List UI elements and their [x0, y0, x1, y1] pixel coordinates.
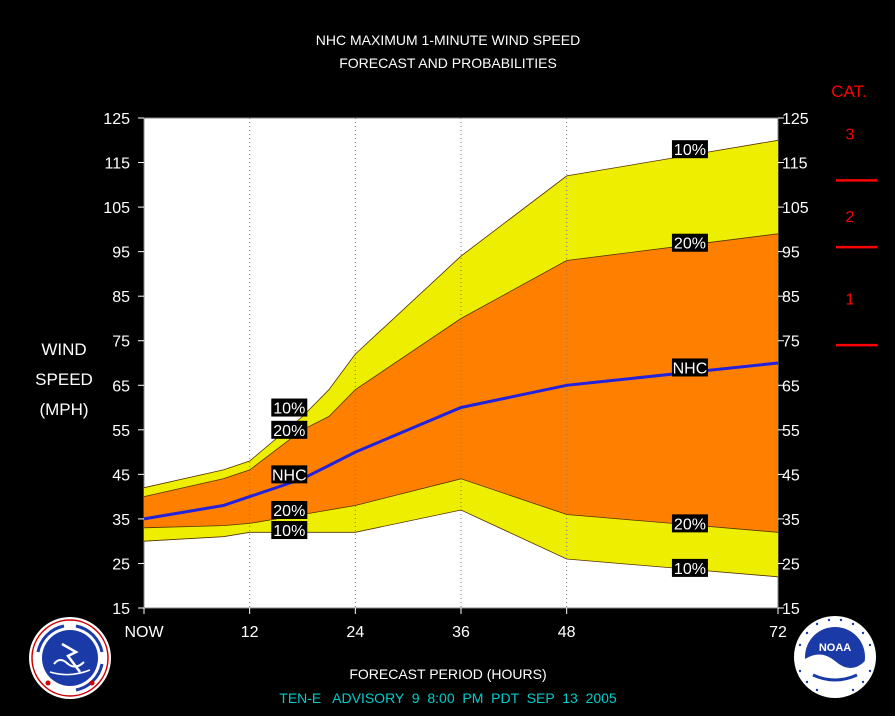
band-20-percent [144, 233, 778, 533]
y-tick-label: 125 [782, 111, 809, 128]
annotation-text: 20% [674, 236, 706, 253]
advisory-text: TEN-E ADVISORY 9 8:00 PM PDT SEP 13 2005 [279, 690, 617, 706]
y-tick-label: 75 [112, 334, 130, 351]
x-axis-label: FORECAST PERIOD (HOURS) [349, 666, 546, 682]
y-tick-label: 45 [112, 467, 130, 484]
annotation-text: 10% [273, 401, 305, 418]
y-tick-label: 15 [782, 601, 800, 618]
annotation-text: 10% [273, 523, 305, 540]
annotation-label: NHC [271, 465, 308, 484]
annotation-text: NHC [673, 360, 708, 377]
lightning-icon [61, 642, 81, 673]
category-header: CAT. [831, 82, 867, 101]
y-tick-label: 45 [782, 467, 800, 484]
band-edge-line [143, 478, 779, 533]
y-tick-label: 105 [103, 200, 130, 217]
y-tick-label: 115 [782, 156, 808, 173]
annotation-label: NHC [671, 358, 708, 377]
y-tick-label: 85 [112, 289, 130, 306]
ylabel-line3: (MPH) [39, 400, 88, 419]
grid-lines [249, 118, 568, 608]
y-tick-label: 55 [782, 423, 800, 440]
x-tick-label: 12 [241, 624, 259, 641]
x-axis: NOW 12 24 36 48 72 [124, 608, 787, 641]
category-label: 1 [846, 291, 855, 308]
band-edge-line [143, 509, 779, 578]
y-tick-label: 65 [782, 378, 800, 395]
nws-logo [29, 617, 111, 699]
noaa-logo-text: NOAA [819, 642, 851, 654]
y-axis-left: 15 25 35 45 55 65 75 85 95 105 115 125 [103, 111, 144, 618]
annotation-label: 10% [271, 521, 308, 540]
band-edge-line [143, 139, 779, 489]
annotation-text: 20% [273, 423, 305, 440]
chart-title-line1: NHC MAXIMUM 1-MINUTE WIND SPEED [316, 32, 580, 48]
y-axis-right: 15 25 35 45 55 65 75 85 95 105 115 125 [778, 111, 809, 618]
x-tick-label: 36 [452, 624, 470, 641]
annotation-text: 10% [674, 142, 706, 159]
x-tick-label: 24 [346, 624, 364, 641]
noaa-logo: NOAA [794, 616, 876, 698]
y-tick-label: 125 [103, 111, 130, 128]
annotation-label: 20% [671, 514, 708, 533]
annotation-label: 20% [271, 501, 308, 520]
y-axis-label: WIND SPEED (MPH) [35, 340, 93, 419]
y-tick-label: 95 [782, 245, 800, 262]
annotation-label: 10% [671, 558, 708, 578]
saffir-simpson-categories: 3 2 1 [836, 127, 877, 347]
annotation-label: 10% [271, 398, 308, 418]
annotation-label: 20% [671, 233, 708, 253]
nhc-forecast-line [143, 361, 779, 521]
y-tick-label: 35 [782, 512, 800, 529]
y-tick-label: 75 [782, 334, 800, 351]
y-tick-label: 95 [112, 245, 130, 262]
band-edge-line [143, 233, 779, 497]
annotation-text: 10% [674, 561, 706, 578]
y-tick-label: 65 [112, 378, 130, 395]
ylabel-line2: SPEED [35, 370, 93, 389]
chart-title-line2: FORECAST AND PROBABILITIES [339, 55, 557, 71]
annotation-text: NHC [272, 467, 307, 484]
noaa-bird-icon [805, 654, 865, 697]
y-tick-label: 35 [112, 512, 130, 529]
band-edges [143, 139, 779, 578]
ylabel-line1: WIND [41, 340, 86, 359]
annotation-label: 10% [671, 140, 708, 159]
y-tick-label: 115 [104, 156, 130, 173]
x-tick-label: 72 [769, 624, 787, 641]
annotation-text: 20% [674, 516, 706, 533]
y-tick-label: 25 [112, 556, 130, 573]
y-tick-label: 105 [782, 200, 809, 217]
category-label: 3 [846, 127, 855, 144]
y-tick-label: 25 [782, 556, 800, 573]
y-tick-label: 85 [782, 289, 800, 306]
annotation-text: 20% [273, 503, 305, 520]
annotation-label: 20% [271, 420, 308, 440]
x-tick-label: NOW [124, 624, 164, 641]
x-tick-label: 48 [558, 624, 576, 641]
y-tick-label: 55 [112, 423, 130, 440]
annotation-labels: 10% 20% NHC 20% 10% 10% 20% NHC 20% 10% [271, 140, 708, 578]
category-label: 2 [846, 209, 855, 226]
y-tick-label: 15 [112, 601, 130, 618]
